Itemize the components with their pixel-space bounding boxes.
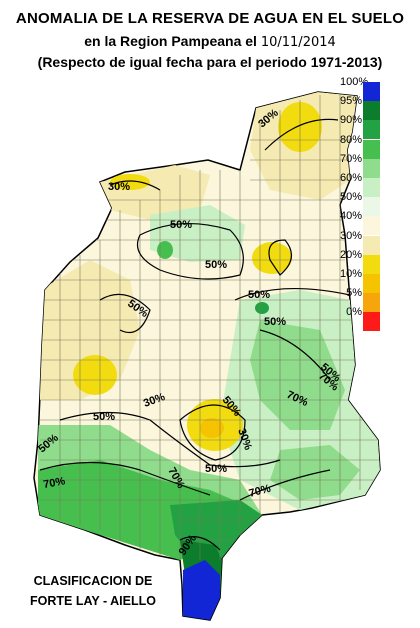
zone-100-south — [183, 560, 220, 620]
isoline-label: 50% — [93, 411, 115, 423]
zone-20-center — [252, 242, 292, 274]
legend-swatch — [363, 158, 380, 178]
classification-line1: CLASIFICACION DE — [33, 574, 153, 588]
legend-label: 95% — [340, 95, 363, 108]
legend-label: 80% — [340, 133, 363, 146]
legend-swatch — [363, 216, 380, 236]
legend-swatch — [363, 312, 380, 332]
isoline-label: 70% — [42, 475, 66, 491]
zone-70-south — [270, 445, 360, 500]
legend-swatch — [363, 235, 380, 255]
zone-80-dot2 — [157, 241, 173, 259]
isoline-label: 50% — [205, 463, 227, 475]
legend-swatch — [363, 254, 380, 274]
legend-label: 70% — [340, 152, 363, 165]
legend-swatch — [363, 101, 380, 121]
subtitle-text: en la Region Pampeana el — [84, 33, 257, 49]
legend-swatch — [363, 177, 380, 197]
legend-label: 40% — [340, 210, 363, 223]
legend-label: 0% — [346, 306, 362, 319]
legend-label: 10% — [340, 267, 363, 280]
isoline-label: 50% — [248, 289, 270, 301]
map-reference-period: (Respecto de igual fecha para el periodo… — [37, 54, 383, 70]
zone-10-mid — [200, 418, 224, 438]
isolines — [39, 118, 351, 551]
isoline-label: 50% — [170, 219, 192, 231]
legend-label: 20% — [340, 248, 363, 261]
legend-label: 100% — [340, 76, 369, 88]
map-date: 10/11/2014 — [260, 35, 336, 50]
zone-70-east — [250, 320, 345, 430]
isoline-label: 50% — [205, 259, 227, 271]
map-title: ANOMALIA DE LA RESERVA DE AGUA EN EL SUE… — [15, 10, 405, 27]
legend-label: 30% — [340, 229, 363, 242]
zone-20-top — [110, 174, 150, 190]
isoline-label: 50% — [264, 316, 286, 328]
legend-label: 5% — [346, 287, 362, 300]
legend-swatch — [363, 293, 380, 313]
legend-swatch — [363, 82, 380, 101]
zone-80-dot — [255, 302, 269, 314]
isoline-label: 30% — [108, 181, 130, 193]
legend-label: 50% — [340, 191, 363, 204]
legend-label: 60% — [340, 171, 363, 184]
zone-20-west — [73, 355, 117, 395]
legend-swatch — [363, 273, 380, 293]
legend-swatch — [363, 197, 380, 217]
legend-label: 90% — [340, 114, 363, 127]
classification-line2: FORTE LAY - AIELLO — [30, 594, 156, 608]
map-subtitle: en la Region Pampeana el 10/11/2014 — [0, 33, 420, 50]
zone-60-center — [150, 205, 245, 262]
isoline-label: 70% — [248, 483, 273, 500]
legend-swatch — [363, 139, 380, 159]
legend-swatch — [363, 120, 380, 140]
department-boundaries — [40, 95, 380, 560]
